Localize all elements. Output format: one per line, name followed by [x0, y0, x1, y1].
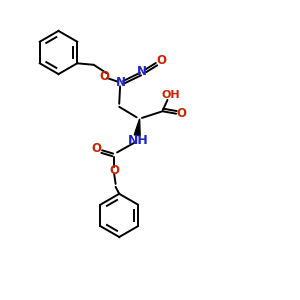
Text: O: O	[91, 142, 101, 155]
Polygon shape	[134, 119, 140, 136]
Text: O: O	[109, 164, 119, 177]
Text: NH: NH	[128, 134, 148, 147]
Text: O: O	[176, 106, 186, 120]
Text: N: N	[137, 65, 147, 78]
Text: O: O	[99, 70, 109, 83]
Text: O: O	[156, 54, 166, 67]
Text: N: N	[116, 76, 126, 89]
Text: OH: OH	[161, 90, 180, 100]
